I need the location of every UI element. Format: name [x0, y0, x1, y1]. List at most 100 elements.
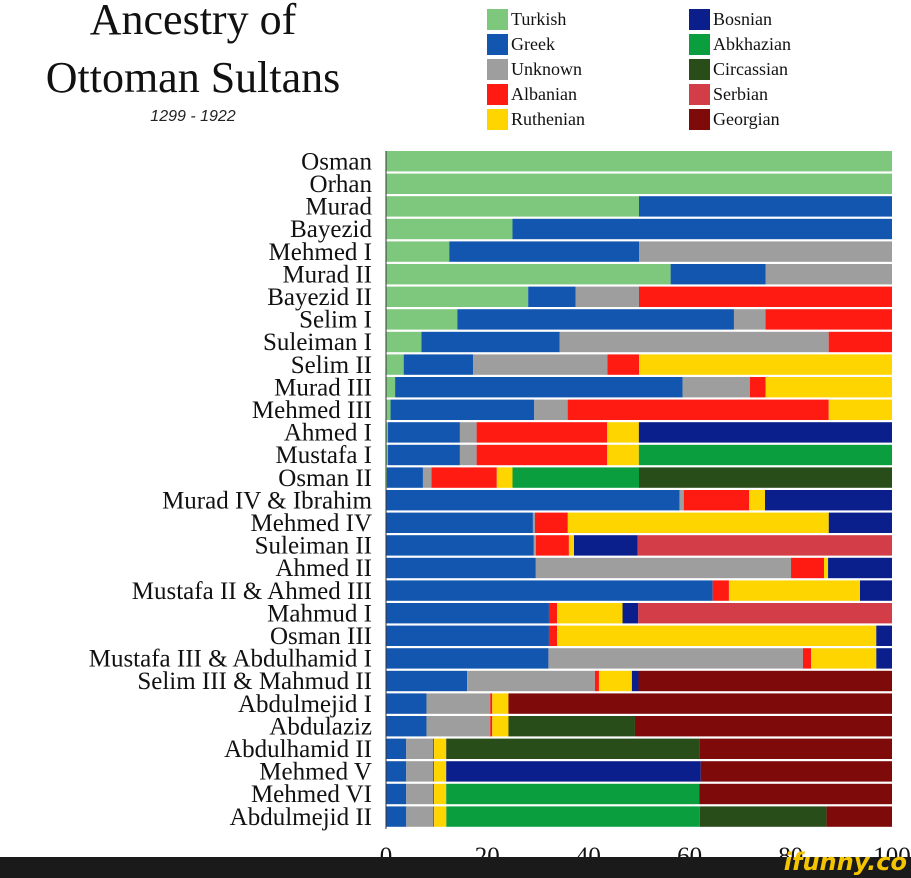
row-label: Bayezid II [267, 284, 372, 311]
bar-segment-unknown [765, 264, 892, 285]
bar-segment-ruthenian [811, 648, 877, 669]
bar-segment-albanian [639, 286, 892, 307]
bar-segment-ruthenian [434, 806, 447, 827]
bar-segment-albanian [828, 331, 892, 353]
bar-segment-circassian [446, 738, 700, 759]
bar-segment-greek [387, 467, 423, 488]
chart-subtitle: 1299 - 1922 [150, 108, 236, 125]
bar-segment-turkish [386, 377, 396, 398]
bar-segment-ruthenian [492, 693, 509, 714]
bar-segment-ruthenian [568, 535, 574, 556]
bar-segment-bosnian [622, 603, 639, 624]
row-label: Mehmed V [259, 759, 372, 786]
bar-segment-ruthenian [492, 716, 509, 737]
bar-segment-bosnian [876, 648, 892, 669]
legend-label: Georgian [713, 109, 780, 129]
bar-segment-greek [386, 648, 549, 669]
bar-segment-greek [512, 218, 892, 240]
row-label: Selim I [299, 307, 372, 334]
legend-label: Circassian [713, 59, 788, 79]
bar-segment-ruthenian [557, 603, 623, 624]
row-label: Mustafa I [276, 442, 373, 469]
bar-segment-georgian [700, 761, 892, 782]
bar-segment-turkish [386, 331, 422, 353]
row-label: Ahmed I [284, 420, 372, 447]
bar-segment-circassian [639, 467, 892, 488]
legend-swatch [487, 34, 508, 55]
bar-segment-greek [386, 490, 680, 511]
row-label: Orhan [310, 171, 373, 198]
legend-label: Turkish [511, 9, 567, 29]
legend-label: Unknown [511, 59, 582, 79]
bar-segment-greek [421, 331, 560, 353]
row-label: Mustafa III & Abdulhamid I [89, 646, 372, 673]
bar-segment-turkish [386, 354, 404, 375]
bar-segment-serbian [638, 603, 892, 624]
bar-segment-bosnian [764, 490, 892, 511]
bar-segment-greek [395, 377, 683, 398]
bar-segment-greek [386, 693, 427, 714]
bar-segment-albanian [431, 467, 497, 488]
bar-segment-albanian [433, 783, 435, 805]
bar-segment-greek [386, 580, 713, 601]
bar-segment-turkish [386, 151, 892, 172]
bar-segment-circassian [699, 806, 827, 827]
bar-segment-greek [388, 444, 460, 466]
bar-segment-greek [457, 309, 734, 330]
bar-segment-abkhazian [446, 783, 700, 805]
bar-segment-unknown [533, 535, 536, 556]
legend-swatch [487, 84, 508, 105]
bar-segment-georgian [508, 693, 892, 714]
legend-swatch [689, 59, 710, 80]
legend-swatch [689, 9, 710, 30]
chart-legend: Turkish Greek Unknown Albanian Ruthenian Bosn… [487, 8, 827, 136]
bar-segment-bosnian [446, 761, 701, 782]
bar-segment-unknown [532, 512, 535, 533]
bar-segment-ruthenian [496, 467, 513, 488]
bar-segment-turkish [386, 309, 458, 330]
bar-segment-turkish [386, 467, 388, 488]
bar-segment-ruthenian [434, 738, 447, 759]
legend-item-ruthenian: Ruthenian [487, 108, 585, 131]
bar-segment-bosnian [638, 422, 892, 443]
row-label: Selim II [291, 352, 372, 379]
bar-segment-ruthenian [639, 354, 892, 375]
legend-label: Abkhazian [713, 34, 791, 54]
legend-item-unknown: Unknown [487, 58, 582, 81]
legend-label: Serbian [713, 84, 768, 104]
legend-item-albanian: Albanian [487, 83, 577, 106]
bar-segment-ruthenian [434, 761, 447, 782]
bar-segment-unknown [535, 557, 792, 579]
bar-segment-albanian [476, 444, 608, 466]
bar-segment-georgian [699, 738, 892, 759]
bar-segment-bosnian [860, 580, 892, 601]
footer-bar [0, 857, 911, 878]
bar-segment-unknown [459, 422, 477, 443]
bar-segment-albanian [749, 377, 766, 398]
bar-segment-unknown [406, 806, 434, 827]
bar-segment-bosnian [828, 557, 892, 579]
bar-segment-greek [386, 738, 407, 759]
bar-segment-albanian [490, 716, 493, 737]
row-label: Murad [305, 194, 372, 221]
bar-segment-unknown [534, 399, 568, 420]
bar-segment-turkish [386, 444, 389, 466]
bar-segment-unknown [406, 761, 434, 782]
bar-segment-greek [386, 783, 407, 805]
bar-segment-bosnian [631, 670, 639, 692]
bar-segment-greek [386, 806, 407, 827]
bar-segment-georgian [634, 716, 892, 737]
bar-segment-greek [449, 241, 639, 262]
bar-segment-ruthenian [557, 625, 877, 646]
bar-segment-ruthenian [434, 783, 447, 805]
bar-segment-ruthenian [828, 399, 892, 420]
bar-segment-unknown [639, 241, 892, 262]
bar-segment-turkish [386, 264, 671, 285]
bar-segment-greek [390, 399, 535, 420]
bar-segment-turkish [386, 173, 892, 194]
bar-segment-unknown [459, 444, 477, 466]
row-label: Murad II [282, 261, 372, 288]
row-label: Mehmed VI [251, 781, 372, 808]
bar-segment-unknown [406, 783, 434, 805]
